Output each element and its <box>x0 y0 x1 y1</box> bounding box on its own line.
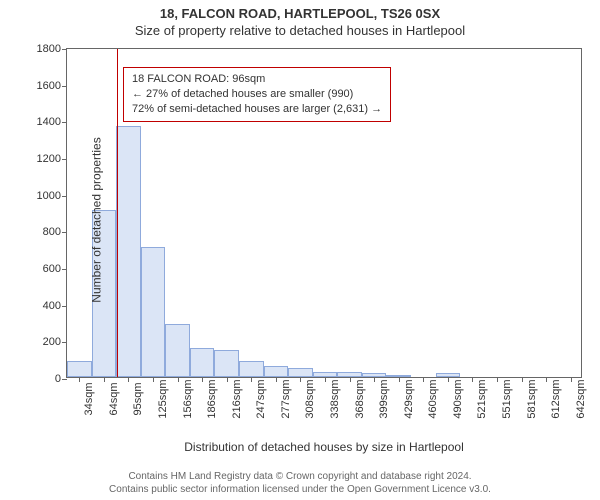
property-info-box: 18 FALCON ROAD: 96sqm← 27% of detached h… <box>123 67 391 122</box>
y-axis-label: Number of detached properties <box>90 137 104 302</box>
y-tick-mark <box>62 196 67 197</box>
chart-footer: Contains HM Land Registry data © Crown c… <box>0 470 600 496</box>
histogram-bar <box>67 361 92 378</box>
x-tick-mark <box>251 377 252 382</box>
x-tick-label: 612sqm <box>546 379 562 418</box>
x-tick-label: 521sqm <box>472 379 488 418</box>
x-tick-mark <box>497 377 498 382</box>
histogram-bar <box>264 366 289 377</box>
x-tick-label: 490sqm <box>448 379 464 418</box>
x-tick-label: 156sqm <box>178 379 194 418</box>
x-tick-mark <box>546 377 547 382</box>
y-tick-mark <box>62 342 67 343</box>
x-tick-mark <box>276 377 277 382</box>
x-axis-label: Distribution of detached houses by size … <box>66 440 582 454</box>
x-tick-label: 581sqm <box>522 379 538 418</box>
x-tick-mark <box>522 377 523 382</box>
x-tick-label: 338sqm <box>325 379 341 418</box>
histogram-bar <box>141 247 166 377</box>
footer-line1: Contains HM Land Registry data © Crown c… <box>0 470 600 483</box>
x-tick-mark <box>79 377 80 382</box>
x-tick-label: 64sqm <box>104 382 120 415</box>
x-tick-label: 95sqm <box>128 382 144 415</box>
info-box-line: 72% of semi-detached houses are larger (… <box>132 102 382 117</box>
x-tick-label: 34sqm <box>79 382 95 415</box>
x-tick-mark <box>448 377 449 382</box>
histogram-bar <box>165 324 190 377</box>
x-tick-mark <box>374 377 375 382</box>
x-tick-label: 125sqm <box>153 379 169 418</box>
info-box-line: ← 27% of detached houses are smaller (99… <box>132 87 382 102</box>
x-tick-mark <box>472 377 473 382</box>
x-tick-mark <box>300 377 301 382</box>
x-tick-mark <box>399 377 400 382</box>
histogram-bar <box>190 348 215 377</box>
histogram-bar <box>288 368 313 377</box>
y-tick-mark <box>62 159 67 160</box>
x-tick-mark <box>423 377 424 382</box>
x-tick-mark <box>104 377 105 382</box>
y-tick-mark <box>62 122 67 123</box>
x-tick-label: 399sqm <box>374 379 390 418</box>
x-tick-label: 216sqm <box>227 379 243 418</box>
y-tick-mark <box>62 269 67 270</box>
info-box-line: 18 FALCON ROAD: 96sqm <box>132 72 382 87</box>
x-tick-mark <box>227 377 228 382</box>
x-tick-label: 642sqm <box>571 379 587 418</box>
x-tick-label: 186sqm <box>202 379 218 418</box>
histogram-bar <box>116 126 141 377</box>
y-tick-mark <box>62 306 67 307</box>
chart-title-main: 18, FALCON ROAD, HARTLEPOOL, TS26 0SX <box>0 0 600 21</box>
x-tick-label: 460sqm <box>423 379 439 418</box>
x-tick-label: 368sqm <box>350 379 366 418</box>
x-tick-label: 308sqm <box>300 379 316 418</box>
x-tick-mark <box>202 377 203 382</box>
x-tick-label: 551sqm <box>497 379 513 418</box>
y-tick-mark <box>62 379 67 380</box>
y-tick-mark <box>62 232 67 233</box>
histogram-bar <box>239 361 264 378</box>
x-tick-mark <box>350 377 351 382</box>
histogram-bar <box>214 350 239 378</box>
footer-line2: Contains public sector information licen… <box>0 483 600 496</box>
chart-title-sub: Size of property relative to detached ho… <box>0 21 600 42</box>
x-tick-mark <box>153 377 154 382</box>
x-tick-label: 247sqm <box>251 379 267 418</box>
x-tick-label: 277sqm <box>276 379 292 418</box>
x-tick-mark <box>325 377 326 382</box>
property-marker-line <box>117 49 118 377</box>
x-tick-label: 429sqm <box>399 379 415 418</box>
x-tick-mark <box>128 377 129 382</box>
x-tick-mark <box>178 377 179 382</box>
y-tick-mark <box>62 49 67 50</box>
x-tick-mark <box>571 377 572 382</box>
plot-area: 02004006008001000120014001600180034sqm64… <box>66 48 582 378</box>
y-tick-mark <box>62 86 67 87</box>
